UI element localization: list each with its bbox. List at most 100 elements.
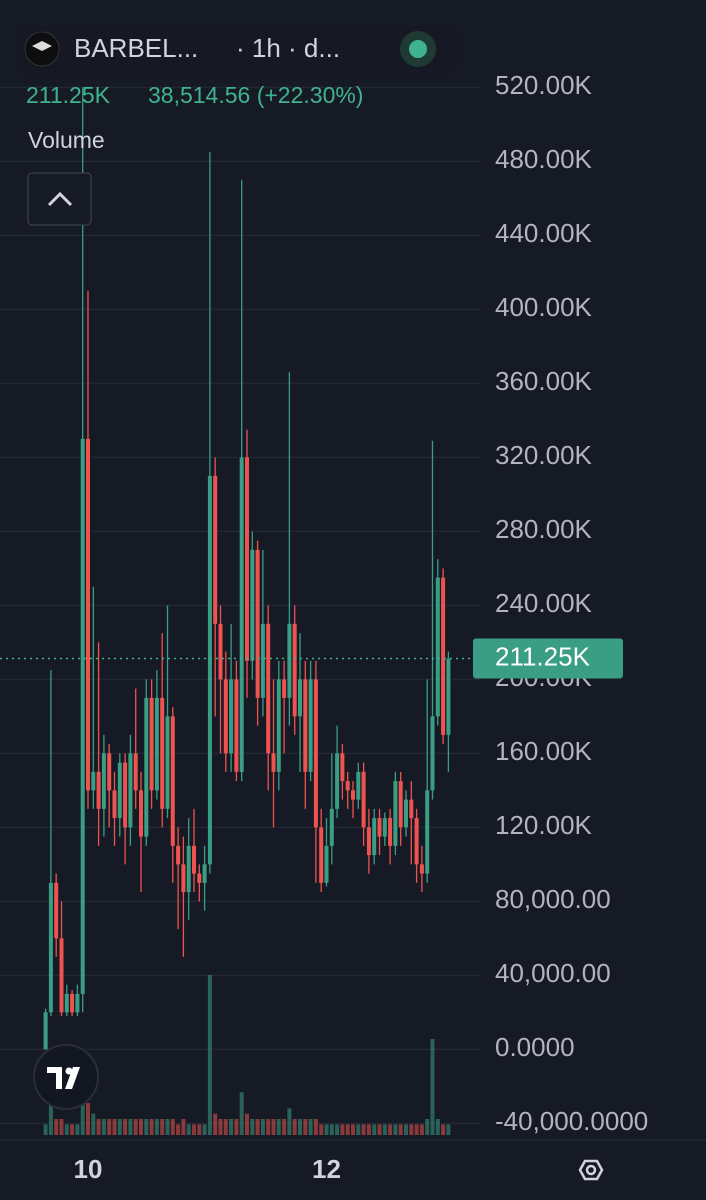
y-tick-label: 160.00K <box>495 736 593 766</box>
candle-body <box>117 762 122 819</box>
candle-body <box>123 762 128 828</box>
candle-body <box>388 818 393 846</box>
last-price-tag <box>473 638 623 679</box>
candle-body <box>425 790 430 874</box>
volume-bar <box>107 1119 112 1135</box>
volume-bar <box>287 1108 292 1135</box>
volume-bar <box>446 1124 451 1135</box>
volume-bar <box>419 1124 424 1135</box>
candle-body <box>335 753 340 809</box>
volume-bar <box>319 1124 324 1135</box>
candle-body <box>393 781 398 846</box>
candle-body <box>86 438 90 791</box>
candle-body <box>329 808 334 846</box>
candle-body <box>414 818 419 865</box>
candle-body <box>260 623 265 698</box>
candle-body <box>213 475 218 624</box>
volume-bar <box>139 1119 143 1135</box>
candle-body <box>266 623 271 754</box>
candle-body <box>234 679 239 772</box>
volume-bar <box>245 1113 249 1135</box>
candle-body <box>207 475 212 865</box>
candle-body <box>250 549 255 661</box>
candle-body <box>176 845 181 865</box>
candle-body <box>303 679 308 772</box>
volume-bar <box>361 1124 366 1135</box>
volume-bar <box>414 1124 419 1135</box>
candle-body <box>229 679 234 754</box>
candle-body <box>366 827 371 856</box>
candle-body <box>430 716 435 791</box>
volume-bar <box>324 1124 329 1135</box>
interval: · 1h · d... <box>236 33 340 63</box>
candle-body <box>351 790 355 800</box>
candle-body <box>404 799 408 828</box>
symbol: BARBEL... <box>74 33 198 63</box>
volume-bar <box>186 1124 191 1135</box>
legend-bg <box>18 26 458 74</box>
y-tick-label: 440.00K <box>495 218 593 248</box>
candle-body <box>361 771 366 828</box>
candle-body <box>165 716 170 809</box>
tv-logo-dot <box>65 1067 73 1075</box>
candle-body <box>192 845 196 874</box>
candle-body <box>91 771 96 791</box>
collapse-button[interactable] <box>27 172 92 226</box>
volume-bar <box>313 1119 318 1135</box>
volume-bar <box>292 1119 297 1135</box>
tv-logo[interactable] <box>33 1044 99 1110</box>
volume-bar <box>197 1124 202 1135</box>
y-tick-label: 120.00K <box>495 810 593 840</box>
candle-body <box>356 771 361 800</box>
volume-bar <box>276 1119 281 1135</box>
x-tick-label: 12 <box>312 1154 341 1184</box>
candle-body <box>446 658 451 735</box>
settings-icon[interactable] <box>578 1159 604 1181</box>
candle-body <box>239 457 244 772</box>
volume-bar <box>234 1119 239 1135</box>
candle-body <box>218 623 223 680</box>
candle-body <box>377 818 382 837</box>
candle-body <box>107 753 112 791</box>
candle-body <box>70 993 75 1013</box>
volume-bar <box>133 1119 138 1135</box>
logo-glyph <box>32 41 52 51</box>
candles <box>43 87 451 1050</box>
volume-bar <box>218 1119 223 1135</box>
y-tick-label: 80,000.00 <box>495 884 611 914</box>
candle-body <box>144 697 149 837</box>
candle-body <box>101 753 106 809</box>
candle-body <box>287 623 292 698</box>
volume-bar <box>266 1119 271 1135</box>
candle-body <box>149 697 154 791</box>
volume-bar <box>303 1119 308 1135</box>
volume-bar <box>154 1119 159 1135</box>
x-tick-label: 10 <box>74 1154 103 1184</box>
volume-bar <box>80 1092 85 1135</box>
candle-body <box>292 623 297 717</box>
volume-bar <box>366 1124 371 1135</box>
last-price-label: 211.25K <box>495 641 591 671</box>
volume-bar <box>409 1124 414 1135</box>
volume-bar <box>75 1124 80 1135</box>
volume-bar <box>112 1119 117 1135</box>
candle-body <box>154 697 159 791</box>
candle-body <box>398 781 403 828</box>
volume-bar <box>54 1119 59 1135</box>
candle-body <box>255 549 260 698</box>
candle-body <box>382 818 387 837</box>
candle-body <box>133 753 138 791</box>
volume-bar <box>388 1124 393 1135</box>
candle-body <box>202 864 207 883</box>
volume-bar <box>91 1113 96 1135</box>
volume-bar <box>335 1124 340 1135</box>
volume-bar <box>207 975 212 1135</box>
volume-bar <box>170 1119 175 1135</box>
y-tick-label: 240.00K <box>495 588 593 618</box>
time-axis: 10 12 <box>74 1154 341 1184</box>
candle-body <box>419 864 424 874</box>
volume-label: Volume <box>28 127 105 153</box>
candle-body <box>282 679 287 698</box>
candle-body <box>324 845 329 883</box>
